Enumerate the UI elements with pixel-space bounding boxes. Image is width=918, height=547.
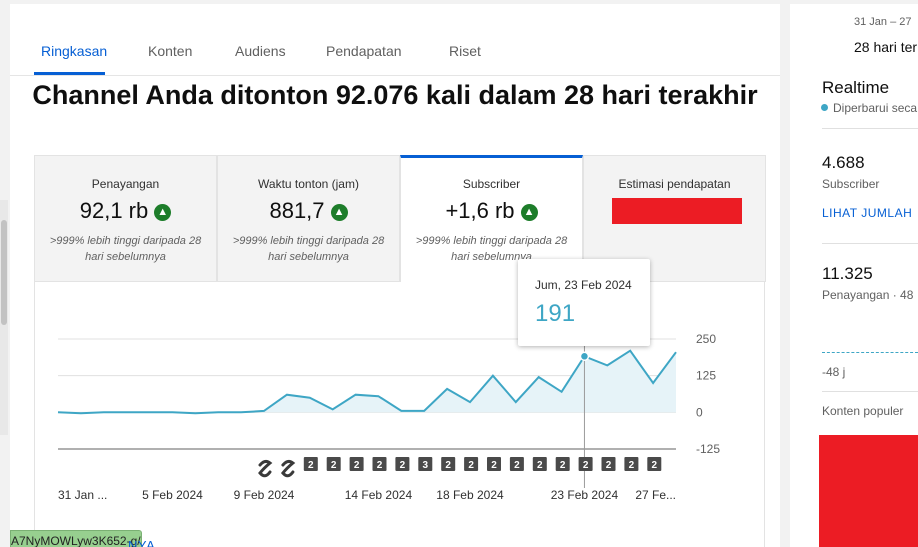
- analytics-main-panel: Ringkasan Konten Audiens Pendapatan Rise…: [10, 4, 780, 547]
- metric-card-revenue[interactable]: Estimasi pendapatan: [583, 155, 766, 282]
- metric-value: +1,6 rb ▲: [401, 198, 582, 224]
- page-headline: Channel Anda ditonton 92.076 kali dalam …: [32, 80, 758, 110]
- realtime-sidebar: Realtime Diperbarui seca 4.688 Subscribe…: [790, 4, 918, 547]
- metric-label: Estimasi pendapatan: [618, 177, 731, 191]
- realtime-sparkline: [822, 352, 918, 353]
- sparkline-axis-label: -48 j: [822, 365, 846, 379]
- live-dot-icon: [821, 104, 828, 111]
- realtime-views-label: Penayangan · 48: [822, 288, 914, 302]
- metric-value: 881,7 ▲: [218, 198, 399, 224]
- tab-konten[interactable]: Konten: [148, 43, 193, 59]
- popular-content-title: Konten populer: [822, 404, 904, 418]
- metric-label: Penayangan: [91, 177, 160, 191]
- metric-card-watch-time[interactable]: Waktu tonton (jam) 881,7 ▲ >999% lebih ti…: [217, 155, 400, 282]
- tab-riset[interactable]: Riset: [449, 43, 481, 59]
- redacted-popular-content: [819, 435, 918, 547]
- chart-panel: [34, 282, 765, 547]
- tab-ringkasan[interactable]: Ringkasan: [41, 43, 108, 59]
- page-scrollbar-thumb[interactable]: [1, 220, 7, 325]
- metric-note: >999% lebih tinggi daripada 28 hari sebe…: [415, 235, 568, 263]
- realtime-updated: Diperbarui seca: [833, 101, 918, 115]
- realtime-title: Realtime: [822, 78, 890, 97]
- tab-audiens[interactable]: Audiens: [235, 43, 286, 59]
- url-status-chip: A7NyMOWLyw3K652-g/: [10, 530, 142, 547]
- active-tab-indicator: [34, 72, 105, 75]
- metric-note: >999% lebih tinggi daripada 28 hari sebe…: [49, 235, 202, 263]
- divider: [822, 128, 918, 129]
- realtime-views-count: 11.325: [822, 264, 873, 283]
- metric-card-views[interactable]: Penayangan 92,1 rb ▲ >999% lebih tinggi d…: [34, 155, 217, 282]
- date-range-label[interactable]: 28 hari ter: [854, 39, 918, 55]
- arrow-up-icon: ▲: [330, 204, 348, 221]
- realtime-subscriber-label: Subscriber: [822, 177, 880, 191]
- tooltip-value: 191: [535, 300, 576, 327]
- divider: [822, 391, 918, 392]
- metric-value: 92,1 rb ▲: [35, 198, 216, 224]
- tooltip-date: Jum, 23 Feb 2024: [535, 278, 632, 292]
- see-more-link[interactable]: NYA: [128, 538, 156, 547]
- divider: [822, 243, 918, 244]
- realtime-subscriber-count: 4.688: [822, 153, 865, 172]
- analytics-tabs: Ringkasan Konten Audiens Pendapatan Rise…: [10, 4, 780, 76]
- chart-tooltip: Jum, 23 Feb 2024 191: [518, 259, 650, 346]
- see-count-link[interactable]: LIHAT JUMLAH: [822, 206, 913, 220]
- date-range-text[interactable]: 31 Jan – 27: [854, 16, 912, 28]
- tab-pendapatan[interactable]: Pendapatan: [326, 43, 402, 59]
- metric-note: >999% lebih tinggi daripada 28 hari sebe…: [232, 235, 385, 263]
- metric-cards: Penayangan 92,1 rb ▲ >999% lebih tinggi d…: [34, 155, 766, 282]
- arrow-up-icon: ▲: [520, 204, 538, 221]
- metric-label: Waktu tonton (jam): [258, 177, 359, 191]
- redacted-revenue-value: [612, 198, 742, 224]
- metric-label: Subscriber: [462, 177, 521, 191]
- arrow-up-icon: ▲: [154, 204, 172, 221]
